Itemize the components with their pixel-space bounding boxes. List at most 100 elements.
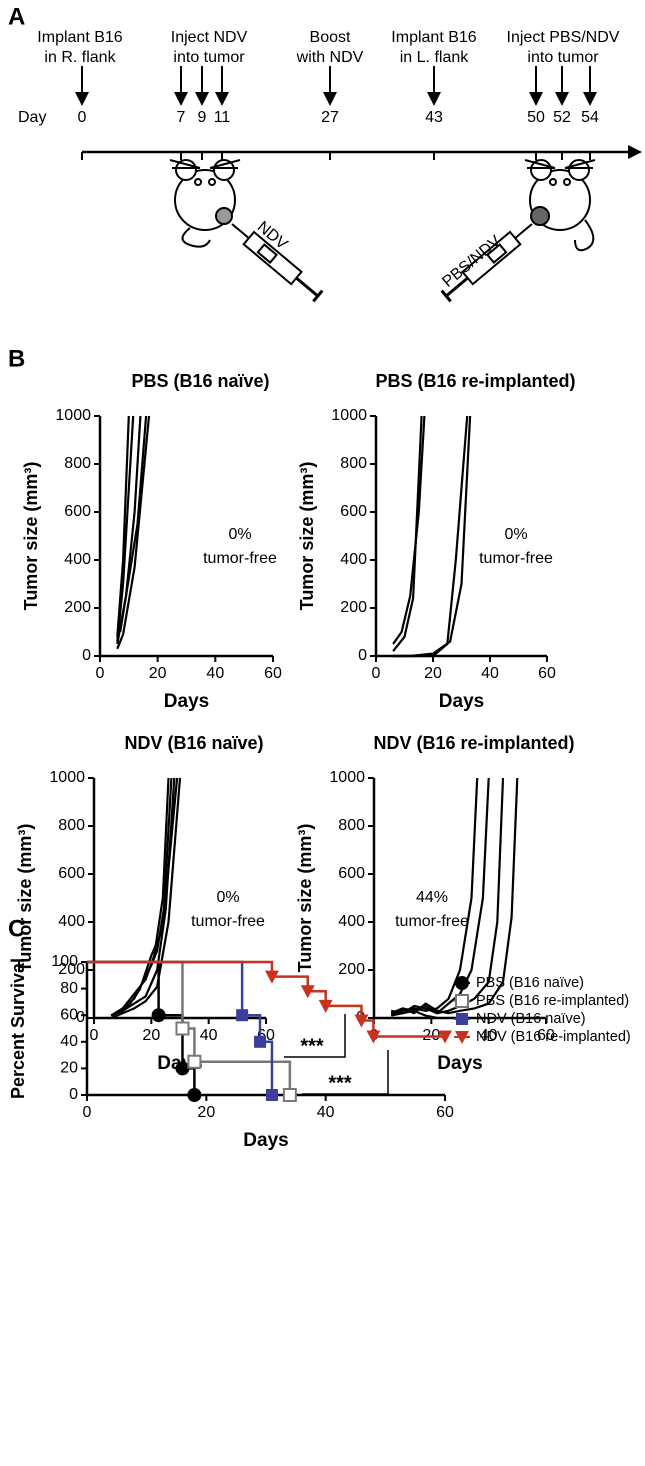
annotation: tumor-free [479,550,553,567]
survival-marker [300,985,315,999]
y-tick-label: 800 [338,817,365,834]
y-tick-label: 600 [64,503,91,520]
survival-marker [175,1061,190,1076]
growth-curve [110,777,182,1020]
x-tick-label: 20 [149,665,167,682]
y-tick-label: 60 [60,1006,78,1023]
day-label: Day [18,109,46,126]
x-tick-label: 20 [197,1104,215,1121]
legend-label: NDV (B16 naïve) [476,1011,586,1027]
y-tick-label: 200 [64,599,91,616]
legend-marker [456,1013,468,1025]
legend-marker [455,976,469,990]
y-tick-label: 200 [338,961,365,978]
day-number: 7 [177,109,186,126]
event-label: in R. flank [44,49,116,66]
y-tick-label: 400 [58,913,85,930]
growth-curve [393,415,472,658]
event-label: into tumor [527,49,599,66]
y-axis-label: Tumor size (mm³) [21,462,41,611]
survival-marker [175,1021,190,1036]
growth-curve [390,1007,438,1020]
y-axis-label: Tumor size (mm³) [295,824,315,973]
day-number: 11 [214,109,231,126]
legend-marker [455,994,469,1008]
y-tick-label: 800 [64,455,91,472]
x-axis-label: Days [164,691,209,712]
y-tick-label: 600 [338,865,365,882]
x-tick-label: 40 [480,1027,498,1044]
survival-marker [366,1030,381,1044]
day-number: 52 [553,109,571,126]
growth-curve [110,777,176,1017]
annotation: 0% [504,526,527,543]
event-arrowhead [427,92,441,106]
y-tick-label: 800 [340,455,367,472]
chart-title: NDV (B16 naïve) [124,733,263,753]
legend-label: NDV (B16 re-implanted) [476,1029,631,1045]
event-label: in L. flank [400,49,469,66]
panel-label: C [8,915,25,942]
chart-title: NDV (B16 re-implanted) [373,733,574,753]
x-axis-label: Days [439,691,484,712]
event-label: into tumor [173,49,245,66]
event-label: with NDV [296,49,364,66]
survival-marker [151,1008,166,1023]
x-tick-label: 40 [206,665,224,682]
x-tick-label: 60 [436,1104,454,1121]
growth-curve [110,777,170,1017]
survival-marker [187,1088,202,1102]
y-tick-label: 20 [60,1060,78,1077]
growth-curve [392,415,426,645]
y-axis-label: Percent Survival [8,958,28,1099]
x-tick-label: 0 [90,1027,99,1044]
legend-label: PBS (B16 naïve) [476,975,584,991]
growth-curve [116,415,151,650]
y-tick-label: 200 [340,599,367,616]
survival-step [271,975,310,992]
x-tick-label: 0 [96,665,105,682]
significance-bracket [302,1050,389,1095]
legend-label: PBS (B16 re-implanted) [476,993,629,1009]
event-label: Boost [310,29,351,46]
survival-marker [282,1088,297,1102]
event-arrowhead [323,92,337,106]
y-tick-label: 40 [60,1033,78,1050]
growth-curve [119,415,148,633]
y-tick-label: 0 [69,1086,78,1103]
growth-curve [392,415,423,652]
survival-marker [254,1035,267,1048]
chart-title: PBS (B16 naïve) [131,371,269,391]
x-tick-label: 40 [200,1027,218,1044]
event-label: Implant B16 [391,29,476,46]
x-tick-label: 40 [317,1104,335,1121]
event-label: Inject PBS/NDV [507,29,620,46]
panel-label: B [8,345,25,372]
y-tick-label: 0 [358,647,367,664]
survival-marker [236,1009,249,1022]
day-number: 0 [78,109,87,126]
x-tick-label: 60 [264,665,282,682]
y-axis-label: Tumor size (mm³) [297,462,317,611]
y-tick-label: 400 [64,551,91,568]
legend-marker [455,1031,469,1044]
survival-marker [438,1030,452,1044]
y-tick-label: 1000 [49,769,85,786]
mouse-illustration [440,159,596,303]
x-axis-label: Days [437,1053,482,1074]
significance-bracket [284,1014,346,1058]
survival-marker [318,999,333,1013]
y-tick-label: 1000 [55,407,91,424]
event-arrowhead [583,92,597,106]
y-tick-label: 0 [76,1009,85,1026]
survival-step [260,1040,274,1095]
survival-step [87,960,244,1016]
event-label: Inject NDV [171,29,248,46]
annotation: tumor-free [191,913,265,930]
survival-marker [265,1089,278,1101]
survival-marker [264,970,279,984]
y-tick-label: 400 [338,913,365,930]
annotation: tumor-free [203,550,277,567]
